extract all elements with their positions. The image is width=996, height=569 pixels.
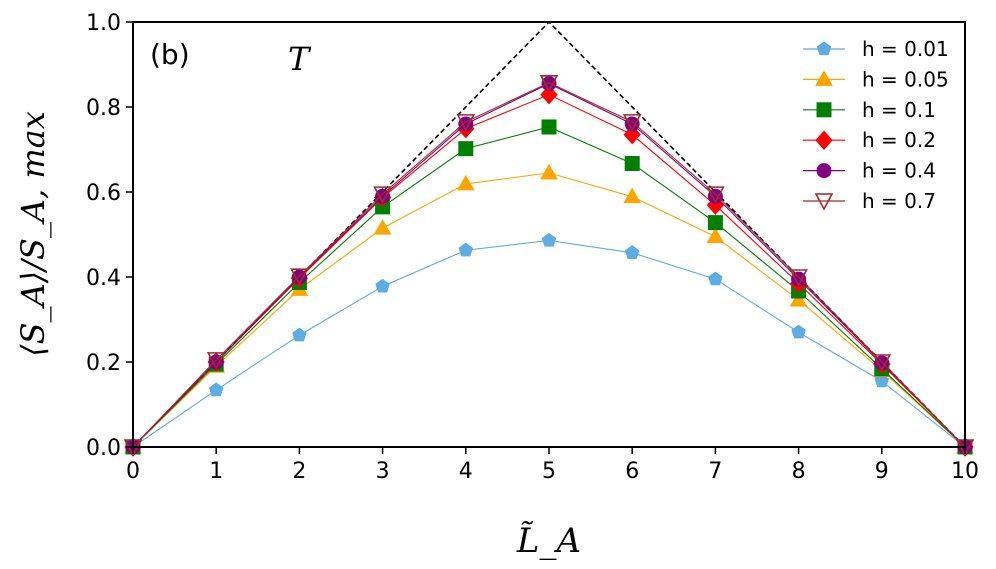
data-point — [292, 327, 307, 342]
x-tick-label: 6 — [625, 459, 639, 484]
data-point — [208, 382, 224, 397]
legend-label: h = 0.7 — [862, 189, 936, 213]
y-tick-label: 0.4 — [86, 266, 121, 291]
legend-marker — [816, 102, 832, 118]
series-line — [132, 83, 966, 448]
legend-marker — [815, 130, 833, 150]
y-tick-label: 0.6 — [86, 181, 121, 206]
series-0.2 — [124, 84, 974, 457]
data-point — [456, 114, 476, 132]
legend-marker — [814, 193, 834, 211]
legend-item: h = 0.01 — [803, 37, 949, 61]
x-tick-label: 4 — [459, 459, 473, 484]
x-tick-label: 2 — [292, 459, 306, 484]
data-point — [540, 163, 558, 180]
x-tick-label: 8 — [792, 459, 806, 484]
data-point — [541, 76, 557, 92]
y-tick-label: 0.8 — [86, 96, 121, 121]
series-line — [132, 94, 966, 448]
data-point — [541, 232, 557, 247]
x-axis-label: L̃_A — [516, 521, 581, 561]
legend-label: h = 0.05 — [862, 67, 949, 91]
data-point — [541, 119, 557, 135]
axis-ticks: 0 1 2 3 4 5 6 7 8 9 10 0.0 0.2 0.4 0.6 0.8 1.0 — [86, 11, 979, 484]
data-point — [623, 187, 642, 204]
annotation-T: T — [288, 40, 312, 78]
y-axis-label: ⟨S_A⟩/S_A, max — [14, 111, 52, 357]
legend-label: h = 0.2 — [862, 128, 936, 152]
data-point — [789, 269, 808, 287]
legend-label: h = 0.4 — [862, 159, 936, 183]
series-line — [132, 82, 966, 448]
data-point — [206, 352, 226, 370]
data-point — [456, 174, 475, 191]
data-point — [290, 268, 309, 286]
data-point — [458, 141, 474, 157]
legend-marker — [816, 41, 832, 56]
series-0.01 — [125, 232, 973, 454]
panel-label: (b) — [150, 38, 190, 71]
y-tick-label: 0.0 — [86, 436, 121, 461]
series-line — [132, 239, 966, 448]
x-tick-label: 7 — [708, 459, 722, 484]
data-point — [291, 269, 307, 285]
x-tick-label: 5 — [542, 459, 556, 484]
data-point — [791, 324, 806, 339]
data-point — [789, 290, 808, 307]
legend-item: h = 0.4 — [803, 159, 936, 183]
series-line — [132, 172, 966, 448]
legend-item: h = 0.2 — [803, 128, 936, 152]
data-point — [375, 278, 390, 293]
x-tick-label: 10 — [951, 459, 979, 484]
y-tick-label: 0.2 — [86, 351, 121, 376]
data-point — [874, 373, 890, 388]
data-point — [706, 186, 725, 204]
x-tick-label: 0 — [126, 459, 140, 484]
data-point — [624, 245, 640, 259]
legend-item: h = 0.7 — [803, 189, 936, 213]
legend-label: h = 0.01 — [862, 37, 949, 61]
plot-marks — [123, 20, 975, 457]
legend-item: h = 0.1 — [803, 98, 936, 122]
y-tick-label: 1.0 — [86, 11, 121, 36]
data-point — [622, 114, 642, 132]
legend-item: h = 0.05 — [803, 67, 949, 91]
legend-marker — [816, 163, 832, 179]
data-point — [458, 242, 474, 257]
data-point — [706, 227, 725, 244]
legend: h = 0.01 h = 0.05 h = 0.1 h = 0.2 h = 0.4 h =… — [803, 37, 949, 213]
series-0.05 — [124, 163, 974, 454]
data-point — [872, 354, 892, 372]
data-point — [708, 271, 723, 286]
data-point — [373, 186, 392, 204]
data-point — [540, 84, 558, 105]
legend-label: h = 0.1 — [862, 98, 936, 122]
data-point — [539, 74, 559, 93]
data-point — [707, 215, 723, 231]
legend-marker — [815, 70, 833, 86]
x-tick-label: 1 — [209, 459, 223, 484]
x-tick-label: 9 — [875, 459, 889, 484]
x-tick-label: 3 — [376, 459, 390, 484]
data-point — [624, 156, 640, 172]
data-point — [373, 219, 392, 235]
